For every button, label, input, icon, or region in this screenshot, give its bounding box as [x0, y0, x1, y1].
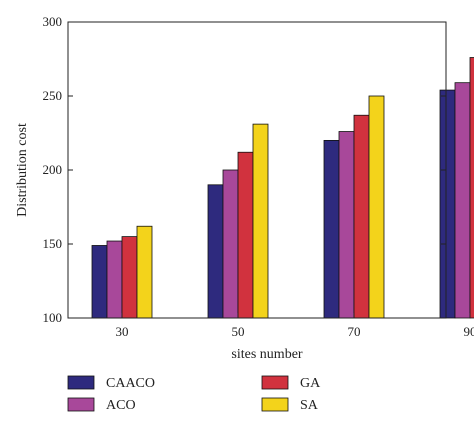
legend-label-aco: ACO	[106, 398, 136, 413]
x-tick-label: 90	[464, 324, 474, 339]
bar-caaco-30	[91, 245, 108, 319]
legend-label-ga: GA	[300, 376, 321, 391]
x-tick-label: 50	[232, 324, 245, 339]
y-axis-label: Distribution cost	[15, 123, 30, 217]
bar-aco-70	[338, 131, 355, 319]
bar-ga-30	[121, 236, 138, 319]
x-axis-ticks: 30 50 70 90	[116, 313, 474, 339]
legend-swatch-aco	[67, 397, 95, 412]
bar-sa-50	[252, 123, 269, 319]
plot-bars	[91, 57, 474, 319]
bar-ga-50	[237, 151, 254, 319]
bar-aco-90	[454, 82, 471, 319]
y-tick-label: 100	[43, 310, 63, 325]
bar-sa-70	[368, 95, 385, 319]
y-tick-label: 200	[43, 162, 63, 177]
x-tick-label: 30	[116, 324, 129, 339]
bar-sa-30	[136, 225, 153, 319]
bar-ga-70	[353, 114, 370, 319]
bar-aco-30	[106, 240, 123, 319]
y-axis-ticks: 100 150 200 250 300	[43, 14, 446, 325]
bar-caaco-90	[439, 89, 456, 319]
bar-caaco-70	[323, 139, 340, 319]
x-axis-label: sites number	[231, 347, 302, 362]
legend-swatch-caaco	[67, 375, 95, 390]
legend-swatch-sa	[261, 397, 289, 412]
x-tick-label: 70	[348, 324, 361, 339]
y-tick-label: 300	[43, 14, 63, 29]
y-tick-label: 150	[43, 236, 63, 251]
bar-ga-90	[469, 57, 474, 319]
legend-label-sa: SA	[300, 398, 319, 413]
legend: CAACO ACO GA SA	[67, 375, 321, 413]
legend-label-caaco: CAACO	[106, 376, 155, 391]
bar-caaco-50	[207, 184, 224, 319]
bar-aco-50	[222, 169, 239, 319]
y-tick-label: 250	[43, 88, 63, 103]
legend-swatch-ga	[261, 375, 289, 390]
